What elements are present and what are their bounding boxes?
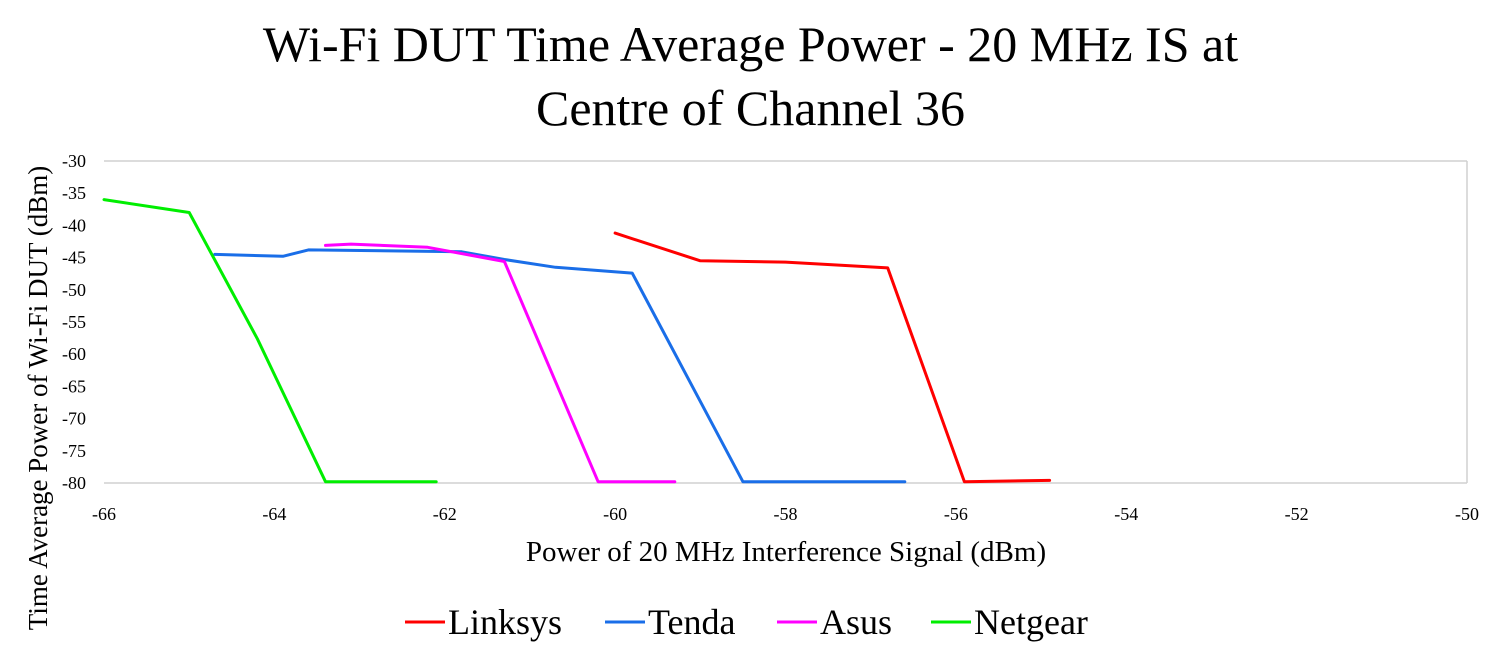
x-tick-label: -60	[603, 504, 627, 524]
y-axis-title: Time Average Power of Wi-Fi DUT (dBm)	[23, 166, 53, 630]
series-line-linksys	[613, 231, 1052, 484]
y-tick-label: -55	[62, 312, 86, 332]
plot-area	[104, 160, 1468, 484]
legend-label-netgear: Netgear	[974, 602, 1088, 642]
legend-label-linksys: Linksys	[448, 602, 562, 642]
legend: Linksys Tenda Asus Netgear	[405, 602, 1088, 642]
y-tick-label: -45	[62, 248, 86, 268]
x-tick-label: -56	[944, 504, 968, 524]
y-tick-label: -40	[62, 215, 86, 235]
y-tick-label: -75	[62, 441, 86, 461]
x-axis-ticks: -66 -64 -62 -60 -58 -56 -54 -52 -50	[92, 504, 1479, 524]
series-line-tenda	[213, 248, 907, 484]
series-line-netgear	[102, 198, 438, 484]
series-lines	[102, 198, 1052, 484]
y-tick-label: -30	[62, 151, 86, 171]
x-tick-label: -52	[1285, 504, 1309, 524]
legend-label-asus: Asus	[820, 602, 892, 642]
y-tick-label: -70	[62, 409, 86, 429]
x-tick-label: -64	[262, 504, 286, 524]
y-tick-label: -80	[62, 473, 86, 493]
chart-title-line-1: Wi-Fi DUT Time Average Power - 20 MHz IS…	[262, 16, 1239, 72]
series-line-asus	[324, 242, 677, 484]
y-tick-label: -35	[62, 183, 86, 203]
x-axis-title: Power of 20 MHz Interference Signal (dBm…	[526, 536, 1046, 568]
x-tick-label: -54	[1114, 504, 1138, 524]
x-tick-label: -50	[1455, 504, 1479, 524]
legend-label-tenda: Tenda	[648, 602, 735, 642]
x-tick-label: -66	[92, 504, 116, 524]
y-tick-label: -60	[62, 344, 86, 364]
chart-title-line-2: Centre of Channel 36	[535, 80, 966, 136]
x-tick-label: -62	[433, 504, 457, 524]
y-tick-label: -65	[62, 376, 86, 396]
x-tick-label: -58	[774, 504, 798, 524]
y-tick-label: -50	[62, 280, 86, 300]
y-axis-ticks: -30 -35 -40 -45 -50 -55 -60 -65 -70 -75 -80	[62, 151, 86, 493]
